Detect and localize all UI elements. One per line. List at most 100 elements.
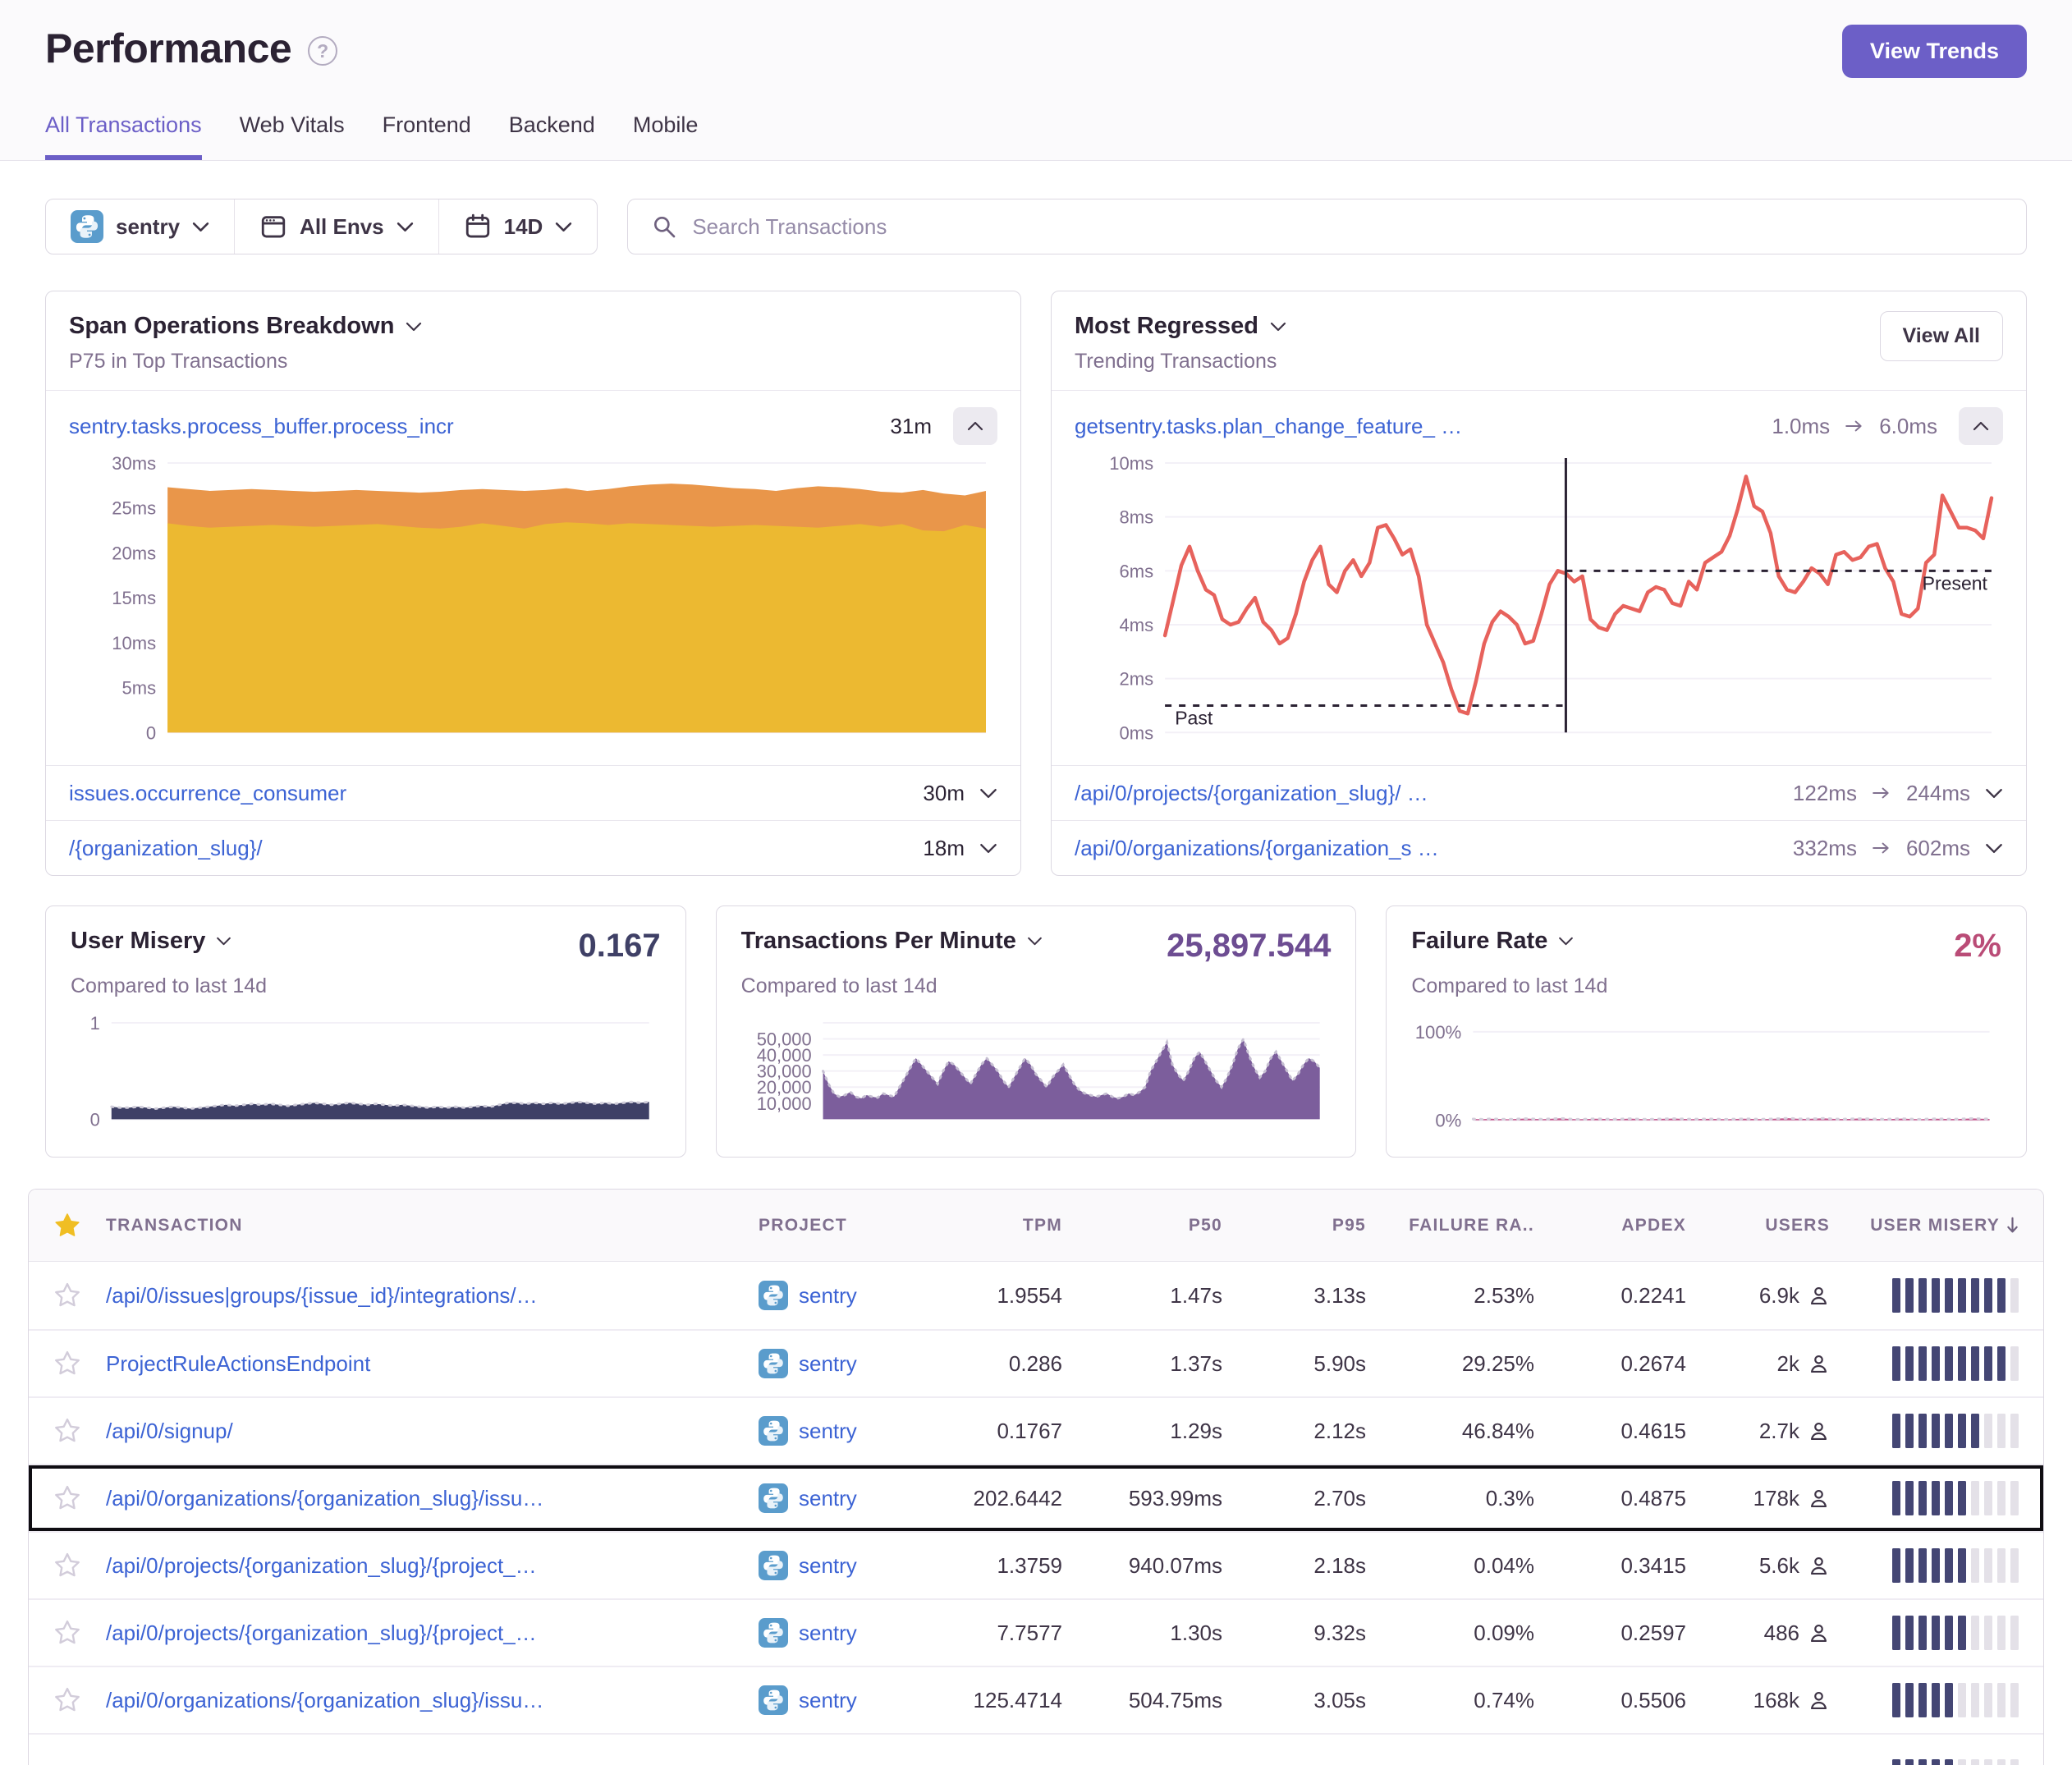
- expand-button[interactable]: [1985, 788, 2003, 799]
- regressed-transaction-link[interactable]: /api/0/organizations/{organization_s …: [1075, 835, 1439, 860]
- project-link[interactable]: sentry: [759, 1551, 931, 1581]
- transaction-link[interactable]: /api/0/signup/: [106, 1418, 233, 1443]
- svg-text:0%: 0%: [1436, 1111, 1462, 1131]
- span-op-link[interactable]: /{organization_slug}/: [69, 835, 263, 860]
- tpm-title: Transactions Per Minute: [740, 928, 1016, 955]
- tpm-value: 25,897.544: [1167, 928, 1332, 965]
- view-trends-button[interactable]: View Trends: [1841, 25, 2027, 78]
- table-row-partial[interactable]: [29, 1733, 2043, 1765]
- tpm-title-dropdown[interactable]: Transactions Per Minute: [741, 928, 1043, 955]
- regressed-transaction-link[interactable]: getsentry.tasks.plan_change_feature_ …: [1075, 413, 1463, 438]
- project-link[interactable]: sentry: [759, 1349, 931, 1379]
- transaction-link[interactable]: /api/0/issues|groups/{issue_id}/integrat…: [106, 1282, 538, 1308]
- user-misery-value: 0.167: [578, 928, 661, 965]
- chevron-down-icon: [1270, 322, 1286, 332]
- svg-text:10,000: 10,000: [756, 1093, 811, 1114]
- help-icon[interactable]: ?: [308, 36, 338, 66]
- project-link[interactable]: sentry: [759, 1416, 931, 1446]
- span-breakdown-title-dropdown[interactable]: Span Operations Breakdown: [69, 313, 997, 340]
- favorite-star-icon[interactable]: [53, 1484, 81, 1512]
- python-project-icon: [759, 1483, 788, 1514]
- collapse-button[interactable]: [953, 407, 997, 445]
- tpm-cell: 0.286: [1008, 1350, 1062, 1376]
- project-link[interactable]: sentry: [759, 1618, 931, 1648]
- tab-backend[interactable]: Backend: [508, 112, 595, 137]
- user-misery-bars: [1830, 1548, 2019, 1584]
- column-header-p50[interactable]: P50: [1188, 1215, 1222, 1235]
- favorite-star-icon[interactable]: [53, 1552, 81, 1579]
- expand-button[interactable]: [1985, 843, 2003, 854]
- svg-text:30ms: 30ms: [112, 453, 156, 474]
- favorite-star-icon[interactable]: [53, 1350, 81, 1378]
- svg-text:4ms: 4ms: [1120, 615, 1154, 635]
- column-header-users[interactable]: USERS: [1765, 1215, 1830, 1235]
- svg-text:Present: Present: [1923, 572, 1988, 594]
- user-misery-title: User Misery: [71, 928, 206, 955]
- table-row[interactable]: /api/0/signup/sentry 0.1767 1.29s 2.12s 46.8…: [29, 1396, 2043, 1464]
- view-all-button[interactable]: View All: [1879, 311, 2003, 361]
- p50-cell: 593.99ms: [1128, 1485, 1222, 1511]
- project-link[interactable]: sentry: [759, 1483, 931, 1514]
- calendar-icon: [464, 213, 492, 241]
- span-breakdown-title: Span Operations Breakdown: [69, 313, 395, 339]
- star-column-header[interactable]: [53, 1212, 106, 1240]
- environment-selector[interactable]: All Envs: [234, 199, 438, 254]
- transaction-link[interactable]: /api/0/organizations/{organization_slug}…: [106, 1485, 544, 1511]
- favorite-star-icon[interactable]: [53, 1417, 81, 1445]
- tab-all-transactions[interactable]: All Transactions: [45, 112, 202, 160]
- table-row[interactable]: /api/0/issues|groups/{issue_id}/integrat…: [29, 1262, 2043, 1329]
- failure-rate-title-dropdown[interactable]: Failure Rate: [1411, 928, 1574, 955]
- transaction-link[interactable]: /api/0/organizations/{organization_slug}…: [106, 1687, 544, 1712]
- table-row[interactable]: ProjectRuleActionsEndpoint sentry 0.286 1.3…: [29, 1329, 2043, 1396]
- chevron-down-icon: [216, 937, 231, 946]
- collapse-button[interactable]: [1959, 407, 2003, 445]
- column-header-tpm[interactable]: TPM: [1022, 1215, 1062, 1235]
- table-row[interactable]: /api/0/projects/{organization_slug}/{pro…: [29, 1598, 2043, 1666]
- favorite-star-icon[interactable]: [53, 1686, 81, 1714]
- date-range-selector[interactable]: 14D: [438, 199, 598, 254]
- favorite-star-icon[interactable]: [53, 1281, 81, 1309]
- table-row[interactable]: /api/0/projects/{organization_slug}/{pro…: [29, 1531, 2043, 1598]
- column-header-user-misery[interactable]: USER MISERY: [1830, 1216, 2019, 1236]
- transaction-link[interactable]: /api/0/projects/{organization_slug}/{pro…: [106, 1552, 537, 1578]
- column-header-p95[interactable]: P95: [1332, 1215, 1366, 1235]
- column-header-apdex[interactable]: APDEX: [1621, 1215, 1686, 1235]
- column-header-project[interactable]: PROJECT: [759, 1215, 848, 1235]
- apdex-cell: 0.4875: [1620, 1485, 1686, 1511]
- search-input[interactable]: [692, 213, 2003, 240]
- tab-web-vitals[interactable]: Web Vitals: [239, 112, 345, 137]
- column-header-transaction[interactable]: TRANSACTION: [106, 1215, 243, 1235]
- tpm-cell: 202.6442: [973, 1485, 1062, 1511]
- project-link[interactable]: sentry: [759, 1685, 931, 1716]
- expand-button[interactable]: [979, 788, 997, 799]
- project-link[interactable]: sentry: [759, 1281, 931, 1311]
- svg-text:1: 1: [90, 1013, 100, 1034]
- transaction-link[interactable]: /api/0/projects/{organization_slug}/{pro…: [106, 1620, 537, 1645]
- chevron-up-icon: [1973, 421, 1989, 431]
- tab-bar: All Transactions Web Vitals Frontend Bac…: [45, 112, 2027, 160]
- expand-button[interactable]: [979, 843, 997, 854]
- project-selector[interactable]: sentry: [46, 199, 234, 254]
- table-row[interactable]: /api/0/organizations/{organization_slug}…: [29, 1666, 2043, 1733]
- span-op-link[interactable]: issues.occurrence_consumer: [69, 780, 347, 805]
- tab-mobile[interactable]: Mobile: [632, 112, 699, 137]
- svg-text:10ms: 10ms: [1109, 453, 1153, 474]
- column-header-failure-rate[interactable]: FAILURE RA..: [1409, 1215, 1534, 1235]
- tab-frontend[interactable]: Frontend: [382, 112, 471, 137]
- transaction-link[interactable]: ProjectRuleActionsEndpoint: [106, 1350, 371, 1376]
- user-icon: [1808, 1689, 1830, 1712]
- svg-text:8ms: 8ms: [1120, 507, 1154, 528]
- svg-text:0: 0: [90, 1110, 100, 1130]
- failure-rate-subtitle: Compared to last 14d: [1411, 974, 1608, 998]
- top-bar: Performance ? View Trends All Transactio…: [0, 0, 2072, 161]
- most-regressed-title-dropdown[interactable]: Most Regressed: [1075, 313, 2003, 340]
- span-op-duration: 31m: [890, 413, 932, 438]
- p50-cell: 1.47s: [1170, 1282, 1222, 1308]
- span-op-link[interactable]: sentry.tasks.process_buffer.process_incr: [69, 413, 454, 438]
- regressed-transaction-link[interactable]: /api/0/projects/{organization_slug}/ …: [1075, 780, 1428, 805]
- search-bar: [627, 199, 2027, 254]
- user-misery-title-dropdown[interactable]: User Misery: [71, 928, 231, 955]
- table-row[interactable]: /api/0/organizations/{organization_slug}…: [29, 1464, 2043, 1532]
- p95-cell: 2.12s: [1313, 1418, 1366, 1443]
- favorite-star-icon[interactable]: [53, 1619, 81, 1647]
